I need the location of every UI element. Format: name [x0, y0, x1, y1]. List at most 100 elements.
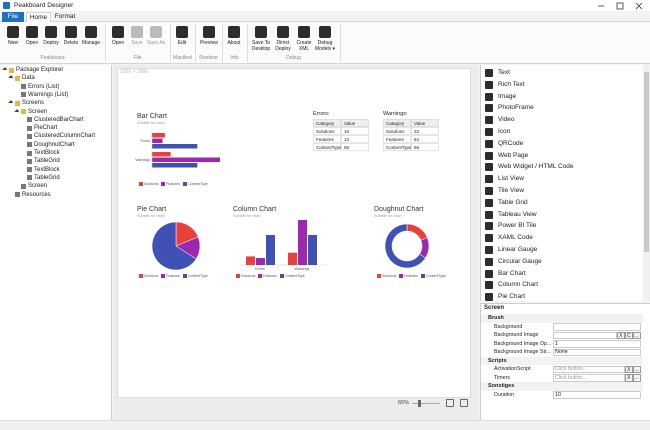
toolbox-icon[interactable]: [485, 80, 493, 89]
ribbon-tab[interactable]: File: [2, 12, 24, 22]
ribbon-button[interactable]: Delete: [63, 40, 79, 46]
toolbox-item[interactable]: Linear Gauge: [498, 246, 538, 253]
tree-item[interactable]: PieChart: [34, 125, 58, 132]
property-value[interactable]: Click button...: [555, 366, 588, 372]
tree-item[interactable]: Resources: [22, 191, 51, 198]
property-value[interactable]: 1: [555, 340, 558, 347]
property-button[interactable]: ...: [633, 365, 641, 373]
toolbox-item[interactable]: Web Widget / HTML Code: [498, 163, 574, 171]
tree-item[interactable]: TextBlock: [34, 166, 60, 173]
ribbon-button[interactable]: Manage: [81, 40, 101, 46]
ribbon-button-icon[interactable]: [298, 26, 310, 38]
ribbon-button-icon[interactable]: [277, 26, 289, 38]
toolbox-icon[interactable]: [485, 187, 493, 195]
toolbox-item[interactable]: QRCode: [498, 139, 524, 147]
property-input[interactable]: [553, 348, 641, 356]
tree-item[interactable]: Screen: [28, 108, 48, 115]
toolbox-item[interactable]: Column Chart: [498, 281, 539, 289]
ribbon-button-icon[interactable]: [112, 26, 124, 38]
ribbon-button[interactable]: Direct Deploy: [275, 40, 291, 52]
tree-item[interactable]: ClusteredBarChart: [34, 116, 84, 123]
toolbox-icon[interactable]: [485, 151, 493, 160]
toolbox-icon[interactable]: [485, 163, 493, 172]
ribbon-button[interactable]: Edit: [177, 40, 187, 46]
toolbox-icon[interactable]: [485, 139, 493, 148]
tree-item[interactable]: Screens: [22, 100, 45, 107]
toolbox-icon[interactable]: [485, 116, 493, 125]
zoom-slider[interactable]: [412, 403, 440, 404]
toolbox-icon[interactable]: [485, 234, 493, 243]
toolbox-item[interactable]: Video: [498, 116, 515, 124]
ribbon-button[interactable]: Open: [25, 40, 39, 46]
toolbox-item[interactable]: Table Grid: [498, 198, 528, 206]
ribbon-button-icon[interactable]: [319, 26, 331, 38]
toolbox-item[interactable]: Rich Text: [498, 80, 525, 88]
property-value[interactable]: 10: [555, 391, 561, 398]
ribbon-button-icon[interactable]: [65, 26, 77, 38]
zoom-level[interactable]: 65%: [398, 400, 410, 406]
ribbon-button[interactable]: Open: [111, 40, 125, 46]
toolbox-item[interactable]: Icon: [498, 128, 511, 135]
toolbox-icon[interactable]: [485, 104, 493, 113]
ribbon-button-icon[interactable]: [255, 26, 267, 38]
toolbox-icon[interactable]: [485, 128, 493, 136]
property-button[interactable]: ...: [633, 374, 641, 382]
toolbox-icon[interactable]: [485, 198, 493, 207]
toolbox-icon[interactable]: [485, 69, 493, 77]
property-button[interactable]: X: [625, 365, 633, 373]
tree-item[interactable]: Package Explorer: [16, 67, 64, 73]
ribbon-button[interactable]: Deploy: [43, 40, 59, 46]
ribbon-button[interactable]: Debug Models ▾: [314, 40, 336, 52]
zoom-thumb[interactable]: [418, 400, 421, 407]
ribbon-button-icon[interactable]: [176, 26, 188, 38]
ribbon-button[interactable]: Create XML: [296, 40, 312, 52]
tree-item[interactable]: DoughnutChart: [34, 141, 75, 148]
tree-item[interactable]: Data: [22, 75, 35, 82]
tree-item[interactable]: TextBlock: [34, 150, 60, 156]
toolbox-item[interactable]: PhotoFrame: [498, 104, 534, 112]
property-input[interactable]: [553, 365, 625, 373]
ribbon-button[interactable]: Save To Desktop: [251, 40, 271, 52]
property-input[interactable]: [553, 331, 617, 339]
toolbox-item[interactable]: Power BI Tile: [498, 222, 537, 230]
toolbox-icon[interactable]: [485, 281, 493, 290]
close-button[interactable]: [635, 2, 643, 10]
ribbon-button-icon[interactable]: [85, 26, 97, 38]
toolbox-item[interactable]: Pie Chart: [498, 293, 526, 301]
ribbon-button-icon[interactable]: [45, 26, 57, 38]
toolbox-icon[interactable]: [485, 222, 493, 231]
tree-item[interactable]: Screen: [28, 183, 48, 190]
ribbon-button-icon[interactable]: [26, 26, 38, 38]
toolbox-item[interactable]: Text: [498, 69, 510, 76]
property-button[interactable]: ...: [633, 331, 641, 339]
toolbox-icon[interactable]: [485, 257, 493, 266]
ribbon-button[interactable]: New: [7, 40, 18, 46]
fit-button[interactable]: [446, 399, 454, 407]
ribbon-tab[interactable]: Format: [54, 13, 76, 20]
toolbox-item[interactable]: Bar Chart: [498, 269, 526, 277]
tree-item[interactable]: Errors (List): [28, 83, 60, 90]
toolbox-item[interactable]: Tableau View: [498, 210, 537, 218]
toolbox-item[interactable]: Image: [498, 92, 517, 100]
toolbox-item[interactable]: Circular Gauge: [498, 257, 542, 265]
property-input[interactable]: [553, 391, 641, 399]
ribbon-button[interactable]: About: [227, 40, 241, 46]
property-value[interactable]: None: [555, 349, 568, 355]
scroll-thumb[interactable]: [644, 72, 649, 252]
ribbon-button-icon[interactable]: [228, 26, 240, 38]
ribbon-button-icon[interactable]: [150, 26, 162, 38]
tree-item[interactable]: TableGrid: [34, 174, 60, 181]
tree-item[interactable]: ClusteredColumnChart: [34, 133, 96, 140]
ribbon-button-icon[interactable]: [7, 26, 19, 38]
actual-size-button[interactable]: [460, 399, 468, 407]
toolbox-item[interactable]: List View: [498, 175, 524, 183]
property-input[interactable]: [553, 374, 625, 382]
toolbox-item[interactable]: Tile View: [498, 187, 525, 194]
property-input[interactable]: [553, 323, 641, 331]
ribbon-button[interactable]: Preview: [200, 40, 218, 46]
toolbox-item[interactable]: Web Page: [498, 151, 529, 159]
property-button[interactable]: C: [625, 331, 633, 339]
ribbon-button[interactable]: Save: [131, 40, 143, 46]
tree-item[interactable]: TableGrid: [34, 158, 60, 165]
toolbox-icon[interactable]: [485, 210, 493, 219]
